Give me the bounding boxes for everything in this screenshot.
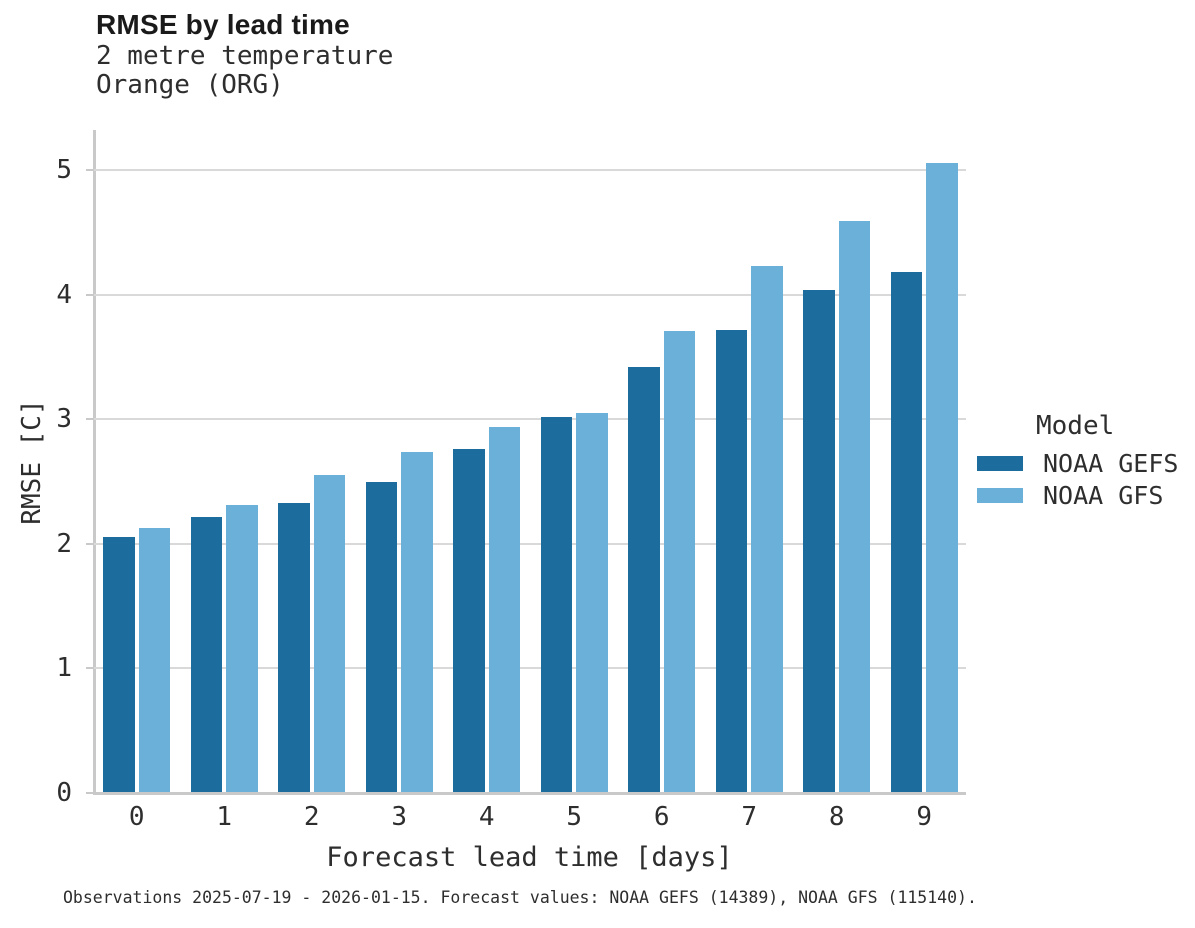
y-tick-label-1: 1 <box>56 653 72 684</box>
y-tick-label-3: 3 <box>56 404 72 435</box>
x-tick-label-5: 5 <box>566 802 583 832</box>
bar-noaa-gfs-day-5 <box>576 413 608 792</box>
legend-item-noaa-gefs: NOAA GEFS <box>977 447 1178 479</box>
legend-label-noaa-gfs: NOAA GFS <box>1043 480 1164 510</box>
bar-noaa-gefs-day-7 <box>715 329 748 792</box>
y-axis-label: RMSE [C] <box>17 399 47 525</box>
x-axis-line <box>93 792 966 795</box>
chart-header: RMSE by lead time 2 metre temperature Or… <box>96 8 393 100</box>
y-tick-label-5: 5 <box>56 154 72 185</box>
y-tick-mark-0 <box>86 792 94 794</box>
x-tick-label-9: 9 <box>916 802 933 832</box>
chart-title: RMSE by lead time <box>96 9 350 40</box>
gridline-y-1 <box>93 667 966 670</box>
y-tick-label-2: 2 <box>56 528 72 559</box>
bar-noaa-gfs-day-0 <box>138 527 171 792</box>
chart-footer: Observations 2025-07-19 - 2026-01-15. Fo… <box>63 888 977 907</box>
y-tick-mark-3 <box>86 418 94 421</box>
bar-noaa-gfs-day-3 <box>401 451 433 792</box>
legend: Model NOAA GEFS NOAA GFS <box>977 413 1178 511</box>
x-axis-title: Forecast lead time [days] <box>326 842 733 873</box>
y-tick-label-0: 0 <box>56 778 72 808</box>
x-tick-label-6: 6 <box>653 802 670 832</box>
bar-noaa-gfs-day-4 <box>488 426 521 792</box>
x-tick-label-3: 3 <box>391 802 408 832</box>
y-axis-line <box>93 130 96 793</box>
bar-noaa-gfs-day-7 <box>751 266 783 792</box>
legend-swatch-noaa-gefs <box>977 455 1023 471</box>
legend-items: NOAA GEFS NOAA GFS <box>977 447 1178 511</box>
gridline-y-3 <box>93 418 966 421</box>
bar-noaa-gefs-day-9 <box>890 272 923 792</box>
chart-subtitle-line2: Orange (ORG) <box>96 70 284 100</box>
bar-noaa-gefs-day-2 <box>278 502 310 792</box>
bar-noaa-gfs-day-9 <box>926 162 958 792</box>
plot-area <box>93 130 966 795</box>
bar-noaa-gefs-day-6 <box>628 367 660 792</box>
bar-noaa-gfs-day-2 <box>313 475 346 792</box>
bar-noaa-gefs-day-5 <box>540 416 573 792</box>
legend-swatch-noaa-gfs <box>977 487 1023 503</box>
x-tick-label-1: 1 <box>216 802 233 832</box>
gridline-y-4 <box>93 293 966 296</box>
x-tick-label-8: 8 <box>828 802 845 832</box>
legend-title: Model <box>1036 411 1115 441</box>
bar-noaa-gefs-day-0 <box>103 536 135 792</box>
bar-noaa-gfs-day-8 <box>838 221 871 792</box>
x-tick-label-2: 2 <box>303 802 320 832</box>
y-tick-mark-4 <box>86 293 94 296</box>
legend-item-noaa-gfs: NOAA GFS <box>977 479 1178 511</box>
bar-noaa-gefs-day-3 <box>365 481 398 792</box>
y-tick-mark-1 <box>86 667 94 670</box>
bar-noaa-gefs-day-1 <box>190 516 223 792</box>
y-tick-label-4: 4 <box>56 279 72 310</box>
gridline-y-5 <box>93 168 966 171</box>
bar-noaa-gefs-day-8 <box>803 289 835 792</box>
x-tick-label-0: 0 <box>128 802 145 832</box>
legend-label-noaa-gefs: NOAA GEFS <box>1043 448 1179 478</box>
x-tick-label-4: 4 <box>478 802 495 832</box>
bar-noaa-gfs-day-6 <box>663 330 696 792</box>
bar-noaa-gfs-day-1 <box>226 505 258 792</box>
y-tick-mark-2 <box>86 542 94 545</box>
bar-noaa-gefs-day-4 <box>453 449 485 792</box>
gridline-y-2 <box>93 542 966 545</box>
chart-subtitle-line1: 2 metre temperature <box>96 41 394 71</box>
y-tick-mark-5 <box>86 168 94 171</box>
x-tick-label-7: 7 <box>741 802 758 832</box>
